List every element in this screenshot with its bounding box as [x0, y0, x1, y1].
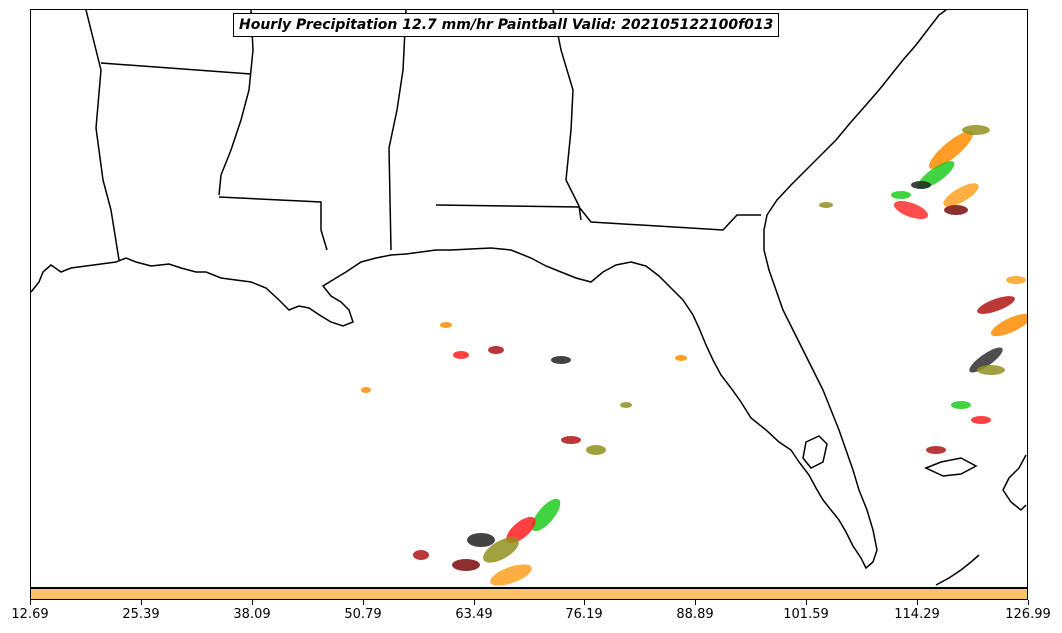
colorbar-tick [30, 600, 31, 605]
colorbar-tick [252, 600, 253, 605]
florida-keys [935, 554, 980, 586]
colorbar-tick-label: 76.19 [565, 607, 603, 622]
colorbar [30, 588, 1028, 600]
colorbar-tick [1028, 600, 1029, 605]
colorbar-tick-label: 101.59 [783, 607, 829, 622]
colorbar-tick [806, 600, 807, 605]
colorbar-tick-label: 114.29 [894, 607, 940, 622]
colorbar-tick-label: 38.09 [233, 607, 271, 622]
colorbar-tick [695, 600, 696, 605]
colorbar-tick [474, 600, 475, 605]
cuba-coast [1002, 454, 1027, 512]
coastline [31, 10, 947, 570]
map-title: Hourly Precipitation 12.7 mm/hr Paintbal… [233, 13, 780, 37]
colorbar-tick-label: 88.89 [676, 607, 714, 622]
state-border-al-fl [435, 204, 761, 231]
state-border-ar-la [100, 62, 252, 75]
colorbar-tick-label: 126.99 [1005, 607, 1051, 622]
colorbar-tick-label: 12.69 [11, 607, 49, 622]
colorbar-tick-label: 50.79 [344, 607, 382, 622]
colorbar-tick [363, 600, 364, 605]
precipitation-paintballs [361, 125, 1027, 586]
state-border-ms-al [388, 10, 407, 251]
colorbar-tick-label: 63.49 [455, 607, 493, 622]
colorbar-tick [584, 600, 585, 605]
colorbar-tick [141, 600, 142, 605]
colorbar-tick [917, 600, 918, 605]
island [924, 457, 978, 477]
state-border-ms-river [218, 10, 254, 196]
state-border-la-ms [218, 196, 328, 251]
lake-okeechobee [802, 435, 828, 469]
colorbar-tick-label: 25.39 [122, 607, 160, 622]
map-canvas [31, 10, 1027, 586]
state-border-tx-la [85, 10, 120, 261]
state-border-al-ga [552, 10, 582, 221]
map-panel [30, 9, 1028, 588]
